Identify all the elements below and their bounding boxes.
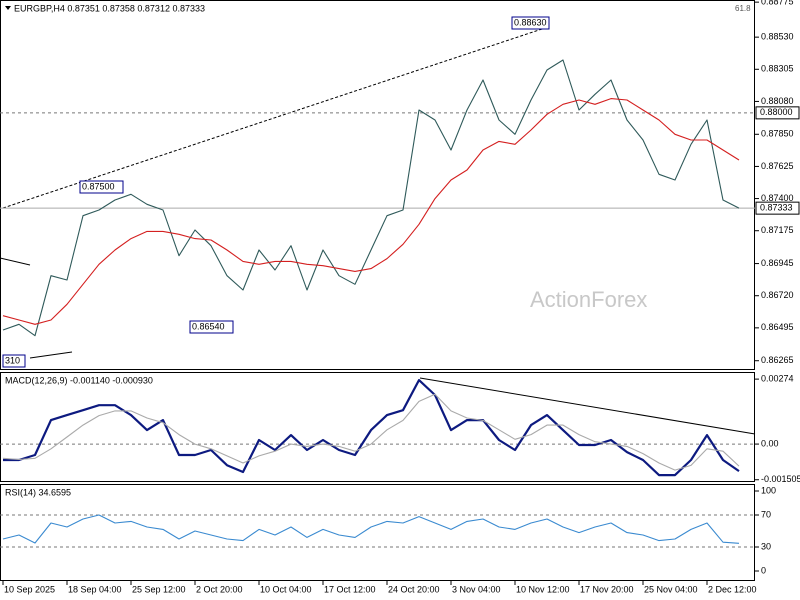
- x-tick-label: 25 Sep 12:00: [132, 584, 186, 594]
- annotation: 0.87500: [82, 181, 115, 191]
- rsi-title: RSI(14) 34.6595: [5, 487, 71, 497]
- level-label: 0.87333: [760, 203, 793, 213]
- level-box: [755, 106, 800, 120]
- chart-title: EURGBP,H4 0.87351 0.87358 0.87312 0.8733…: [14, 3, 205, 13]
- y-tick-label: 0.00: [761, 438, 779, 448]
- annotation-box: [79, 180, 124, 194]
- x-tick-label: 10 Sep 2025: [4, 584, 55, 594]
- y-tick-label: 0.88305: [761, 64, 794, 74]
- y-tick-label: 0.86720: [761, 290, 794, 300]
- y-tick-label: 100: [761, 485, 776, 495]
- annotation: 61.8: [735, 4, 751, 13]
- y-tick-label: 0.87850: [761, 129, 794, 139]
- annotation: 0.88630: [514, 17, 547, 27]
- annotation-box: [2, 354, 26, 368]
- x-tick-label: 10 Nov 12:00: [516, 584, 570, 594]
- x-tick-label: 2 Oct 20:00: [196, 584, 243, 594]
- series-line: [2, 393, 740, 471]
- y-tick-label: 0.88775: [761, 0, 794, 7]
- y-tick-label: 0.86495: [761, 322, 794, 332]
- annotation: 310: [5, 355, 20, 365]
- level-label: 0.88000: [760, 107, 793, 117]
- y-tick-label: 0.88080: [761, 96, 794, 106]
- series-line: [2, 98, 740, 325]
- y-tick-label: 0.87625: [761, 161, 794, 171]
- trend-line: [419, 377, 756, 435]
- x-tick-label: 24 Oct 20:00: [388, 584, 440, 594]
- trend-line: [29, 351, 73, 359]
- level-box: [755, 201, 800, 215]
- series-line: [3, 379, 740, 477]
- x-tick-label: 10 Oct 04:00: [260, 584, 312, 594]
- menu-arrow: [5, 6, 11, 10]
- x-tick-label: 18 Sep 04:00: [68, 584, 122, 594]
- series-line: [2, 59, 740, 337]
- y-tick-label: 0.86265: [761, 355, 794, 365]
- series-line: [2, 514, 740, 544]
- frames: [0, 0, 755, 581]
- annotation: 0.86540: [192, 321, 225, 331]
- macd-title: MACD(12,26,9) -0.001140 -0.000930: [5, 375, 153, 385]
- y-tick-label: -0.001505: [761, 474, 800, 484]
- annotation-box: [511, 16, 550, 30]
- x-tick-label: 25 Nov 04:00: [644, 584, 698, 594]
- price-frame: [0, 0, 755, 370]
- y-tick-label: 30: [761, 541, 771, 551]
- y-tick-label: 0.87400: [761, 193, 794, 203]
- x-tick-label: 2 Dec 12:00: [708, 584, 757, 594]
- x-tick-label: 17 Oct 12:00: [324, 584, 376, 594]
- y-tick-label: 0: [761, 565, 766, 575]
- x-tick-label: 17 Nov 20:00: [580, 584, 634, 594]
- y-tick-label: 70: [761, 509, 771, 519]
- y-tick-label: 0.87175: [761, 225, 794, 235]
- rsi-frame: [0, 484, 755, 581]
- y-tick-label: 0.00274: [761, 373, 794, 383]
- trend-line: [0, 257, 31, 266]
- y-tick-label: 0.86945: [761, 258, 794, 268]
- y-tick-label: 0.88530: [761, 32, 794, 42]
- trend-line: [2, 27, 546, 209]
- annotation-box: [189, 320, 234, 334]
- watermark: ActionForex: [530, 287, 647, 312]
- x-tick-label: 3 Nov 04:00: [452, 584, 501, 594]
- macd-frame: [0, 372, 755, 482]
